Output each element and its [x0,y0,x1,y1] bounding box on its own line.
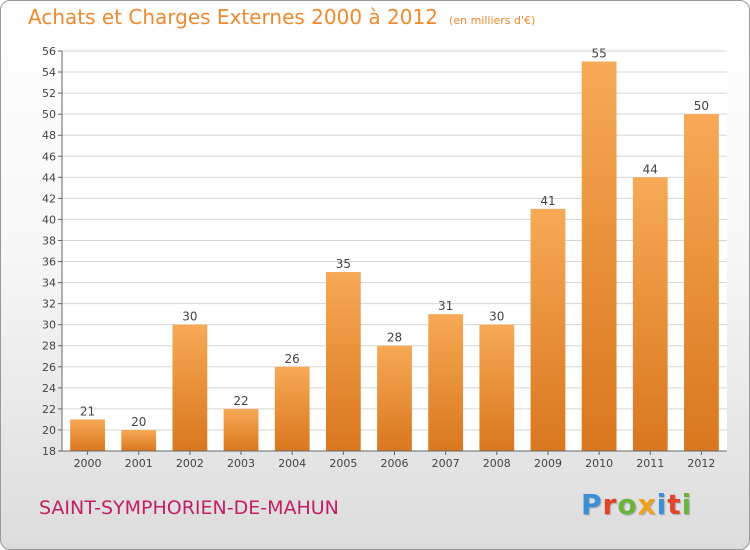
y-tick-label: 30 [42,319,56,332]
logo-letter: r [602,488,618,521]
y-tick-label: 50 [42,108,56,121]
y-tick-label: 28 [42,340,56,353]
value-label-2000: 21 [80,404,95,418]
y-tick-label: 46 [42,150,56,163]
x-tick-label-2004: 2004 [278,457,306,470]
y-tick-label: 20 [42,424,56,437]
y-tick-label: 54 [42,66,56,79]
bar-2009 [530,208,566,451]
y-tick-label: 52 [42,87,56,100]
value-label-2009: 41 [540,194,555,208]
value-label-2006: 28 [387,331,402,345]
value-label-2011: 44 [643,162,658,176]
x-tick-label-2000: 2000 [74,457,102,470]
commune-name: SAINT-SYMPHORIEN-DE-MAHUN [39,497,339,519]
x-tick-label-2008: 2008 [483,457,511,470]
chart-unit-text: (en milliers d'€) [449,14,536,27]
x-tick-label-2002: 2002 [176,457,204,470]
logo-letter: i [656,488,668,521]
labels: 18 20 22 24 26 28 30 32 34 36 38 40 42 44 46 48 50 52 54 56… [42,45,715,470]
y-tick-label: 18 [42,445,56,458]
x-tick-label-2003: 2003 [227,457,255,470]
bar-2000 [70,419,105,451]
y-tick-label: 32 [42,298,56,311]
x-tick-label-2009: 2009 [534,457,562,470]
value-label-2012: 50 [694,99,709,113]
y-tick-label: 38 [42,234,56,247]
bar-2008 [479,324,515,451]
x-tick-label-2012: 2012 [687,457,715,470]
x-tick-label-2010: 2010 [585,457,613,470]
y-tick-label: 34 [42,277,56,290]
logo-letter: x [637,488,657,521]
y-tick-label: 22 [42,403,56,416]
value-label-2007: 31 [438,299,453,313]
y-tick-label: 48 [42,129,56,142]
value-label-2003: 22 [233,394,248,408]
bar-2001 [121,429,157,451]
y-tick-label: 42 [42,192,56,205]
bar-2005 [325,272,361,451]
y-tick-label: 26 [42,361,56,374]
value-label-2002: 30 [182,310,197,324]
bar-2002 [172,324,208,451]
bar-2004 [274,366,310,451]
proxiti-logo: Proxiti [581,488,692,521]
value-label-2005: 35 [336,257,351,271]
axes [58,50,727,455]
chart-title-text: Achats et Charges Externes 2000 à 2012 [28,5,438,29]
logo-letter: P [581,488,603,521]
bars [70,61,719,452]
bar-2012 [684,114,719,451]
logo-letter: t [667,488,682,521]
value-label-2001: 20 [131,415,146,429]
value-label-2010: 55 [591,47,606,61]
value-label-2004: 26 [285,352,300,366]
x-tick-label-2011: 2011 [636,457,664,470]
x-tick-label-2006: 2006 [381,457,409,470]
y-tick-label: 44 [42,171,56,184]
bar-2007 [428,314,464,451]
x-tick-label-2007: 2007 [432,457,460,470]
bar-2003 [223,408,259,451]
bar-2011 [632,177,668,451]
y-tick-label: 40 [42,213,56,226]
bar-2010 [581,61,617,452]
chart-title: Achats et Charges Externes 2000 à 2012 (… [28,5,535,29]
value-label-2008: 30 [489,310,504,324]
y-tick-label: 56 [42,45,56,58]
y-tick-label: 36 [42,256,56,269]
y-tick-label: 24 [42,382,56,395]
x-tick-label-2005: 2005 [329,457,357,470]
logo-letter: i [681,488,693,521]
x-tick-label-2001: 2001 [125,457,153,470]
bar-2006 [377,345,412,451]
logo-letter: o [617,488,638,521]
